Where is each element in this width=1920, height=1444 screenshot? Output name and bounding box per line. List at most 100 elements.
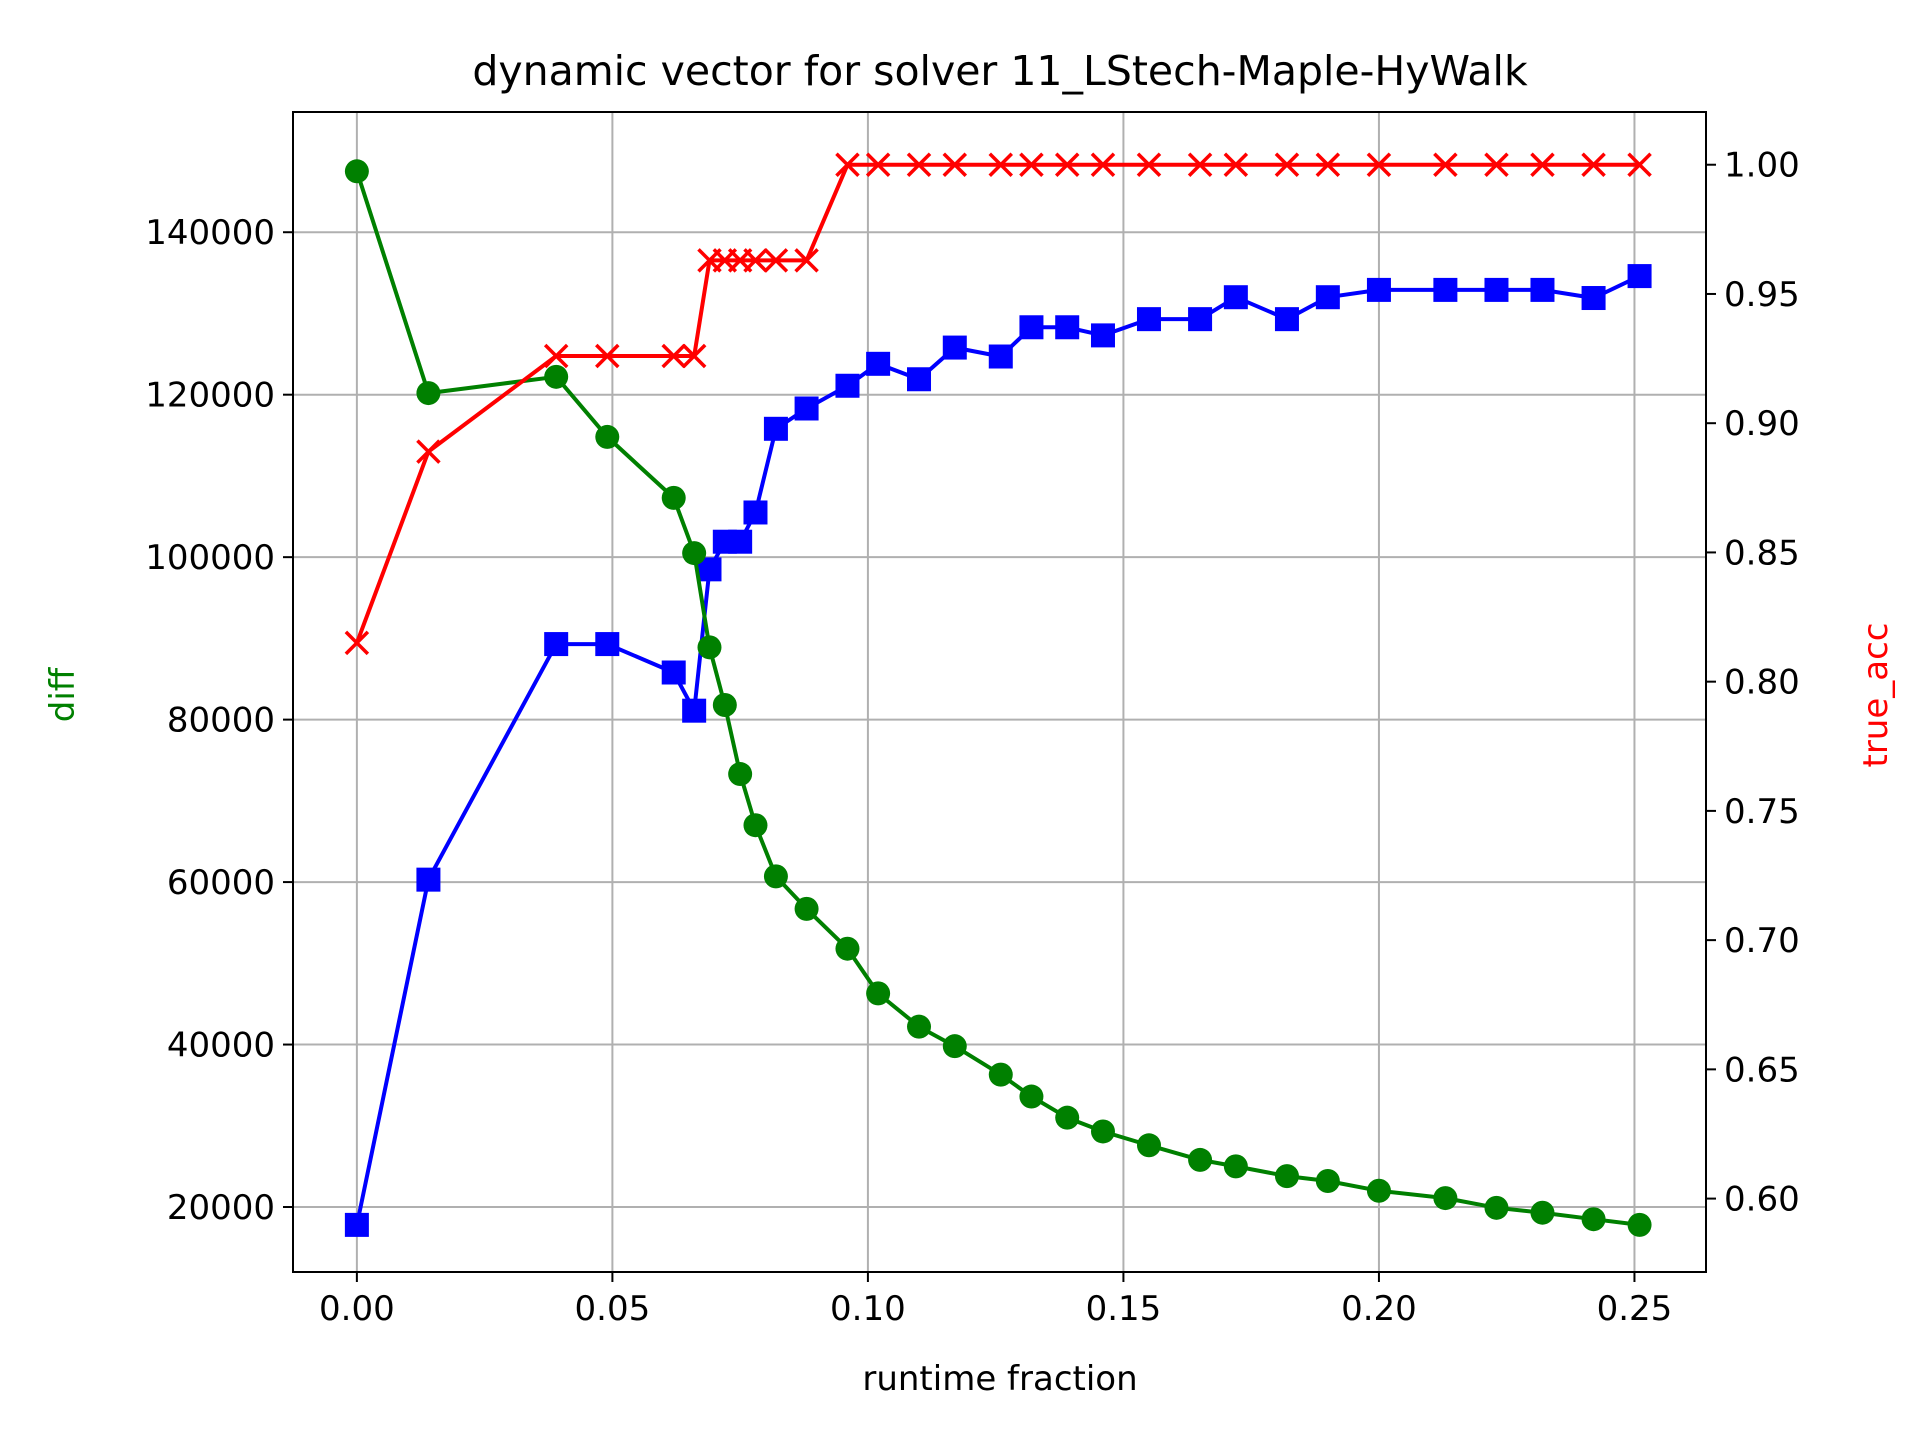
data-point [1274, 152, 1300, 177]
data-point [763, 416, 788, 441]
y-right-tick-label: 0.95 [1724, 275, 1800, 315]
data-point [865, 152, 891, 177]
data-point [1187, 152, 1213, 177]
data-point [1581, 286, 1606, 311]
y-left-tick-label: 20000 [167, 1188, 275, 1228]
grid-lines [293, 112, 1706, 1272]
data-point [1223, 1154, 1248, 1179]
y-right-tick-label: 0.70 [1724, 921, 1800, 961]
y-right-tick-label: 0.65 [1724, 1050, 1800, 1090]
data-point [416, 381, 441, 406]
data-point [1581, 1207, 1606, 1232]
data-point [1366, 1178, 1391, 1203]
data-point [743, 500, 768, 525]
data-point [1581, 152, 1606, 177]
axis-ticks: 0.00 0.05 0.10 0.15 0.20 0.25 20000 40000 60000 8… [145, 146, 1800, 1329]
x-tick-label: 0.20 [1341, 1289, 1417, 1329]
data-point [1484, 152, 1509, 177]
x-tick-label: 0.00 [319, 1289, 395, 1329]
data-point [906, 152, 932, 177]
data-point [1188, 1147, 1213, 1172]
data-point [416, 867, 441, 892]
data-point [794, 896, 819, 921]
data-point [697, 635, 722, 660]
data-point [1484, 1195, 1509, 1220]
data-point [1090, 152, 1116, 177]
y-right-tick-label: 0.90 [1724, 404, 1800, 444]
data-point [344, 630, 370, 656]
data-point [681, 343, 707, 369]
data-point [1433, 152, 1458, 177]
data-point [1315, 285, 1340, 310]
data-point [1530, 1200, 1555, 1225]
y-right-tick-label: 0.75 [1724, 792, 1800, 832]
data-point [543, 343, 569, 369]
data-point [794, 396, 819, 421]
data-point [595, 424, 620, 449]
data-point [1019, 1084, 1044, 1109]
x-axis-label: runtime fraction [862, 1359, 1137, 1399]
data-point [907, 367, 932, 392]
x-tick-label: 0.10 [830, 1289, 906, 1329]
data-point [595, 343, 620, 369]
y-right-tick-label: 0.80 [1724, 663, 1800, 703]
data-point [866, 351, 891, 376]
data-point [1090, 1119, 1115, 1144]
data-point [661, 485, 686, 510]
data-point [1627, 1212, 1652, 1237]
y-right-tick-label: 1.00 [1724, 146, 1800, 186]
data-point [1484, 277, 1509, 302]
series-circle [344, 159, 1652, 1237]
data-point [988, 344, 1013, 369]
x-tick-label: 0.05 [575, 1289, 651, 1329]
data-point [942, 335, 967, 360]
data-point [712, 692, 737, 717]
data-point [794, 248, 819, 273]
data-point [743, 813, 768, 838]
chart-title: dynamic vector for solver 11_LStech-Mapl… [472, 47, 1528, 95]
data-point [682, 541, 707, 566]
data-point [1315, 1169, 1340, 1194]
series-layer [344, 152, 1652, 1237]
data-point [416, 439, 441, 464]
data-point [835, 152, 860, 177]
data-point [1366, 152, 1392, 177]
data-point [1223, 285, 1248, 310]
data-point [661, 660, 686, 685]
data-point [661, 343, 686, 369]
data-point [728, 529, 753, 554]
y-left-tick-label: 80000 [167, 701, 275, 741]
series-square [344, 264, 1652, 1237]
y-right-tick-label: 0.85 [1724, 533, 1800, 573]
data-point [544, 632, 569, 657]
data-point [988, 152, 1014, 177]
data-point [682, 698, 707, 723]
y-right-tick-label: 0.60 [1724, 1180, 1800, 1220]
data-point [988, 1062, 1013, 1087]
data-point [907, 1014, 932, 1039]
y-left-tick-label: 60000 [167, 863, 275, 903]
data-point [942, 152, 968, 177]
data-point [344, 1212, 369, 1237]
data-point [1433, 277, 1458, 302]
data-point [835, 373, 860, 398]
data-point [544, 364, 569, 389]
data-point [1627, 152, 1652, 177]
data-point [866, 981, 891, 1006]
y-left-tick-label: 140000 [145, 213, 275, 253]
data-point [942, 1034, 967, 1059]
data-point [1055, 315, 1080, 340]
data-point [743, 248, 768, 273]
x-tick-label: 0.25 [1597, 1289, 1673, 1329]
data-point [1530, 277, 1555, 302]
y-left-axis-label: diff [43, 666, 83, 722]
x-tick-label: 0.15 [1086, 1289, 1162, 1329]
data-point [1136, 307, 1161, 332]
data-point [1019, 152, 1044, 177]
y-right-axis-label: true_acc [1856, 623, 1896, 768]
plot-frame [292, 111, 1707, 1273]
data-point [835, 936, 860, 961]
data-point [1188, 307, 1213, 332]
